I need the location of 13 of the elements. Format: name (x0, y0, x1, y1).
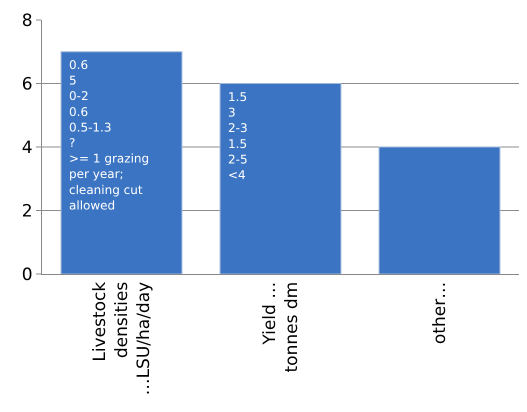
text: 0.6 5 0-2 0.6 0.5-1.3 ? >= 1 grazing per year; cleaning cut allowed (69, 58, 150, 212)
y-tick-label: 4 (22, 138, 33, 158)
bar (220, 83, 342, 274)
y-tick-label: 6 (22, 74, 33, 94)
x-tick-label: other… (430, 282, 450, 344)
y-tick-label: 0 (22, 264, 33, 285)
y-tick-label: 2 (22, 201, 33, 222)
x-tick-label: Yield … tonnes dm (260, 282, 302, 372)
y-tick-label: 8 (22, 10, 33, 31)
annotation: 1.5 3 2-3 1.5 2-5 <4 (228, 90, 248, 182)
bar (60, 51, 182, 274)
bar (378, 146, 500, 274)
x-tick-label: Livestock densities …LSU/ha/day (90, 282, 154, 396)
